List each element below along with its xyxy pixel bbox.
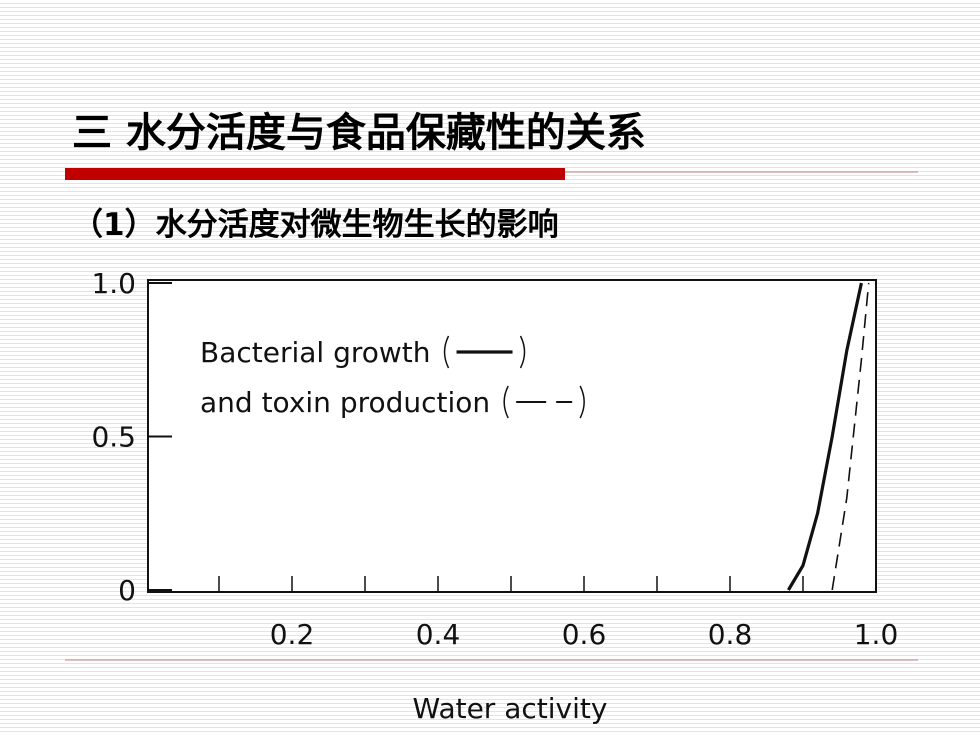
slide-subtitle: （1）水分活度对微生物生长的影响 <box>72 207 559 243</box>
slide-title: 三 水分活度与食品保藏性的关系 <box>72 110 646 156</box>
y-tick-label: 0 <box>118 574 136 607</box>
legend-paren <box>519 335 526 369</box>
x-tick-label: 0.2 <box>270 618 315 651</box>
plot-frame <box>147 279 877 593</box>
legend-paren <box>579 385 585 419</box>
legend-label: and toxin production <box>200 386 490 419</box>
x-tick-label: 1.0 <box>854 618 899 651</box>
x-tick-label: 0.8 <box>708 618 753 651</box>
y-tick-label: 0.5 <box>91 421 136 454</box>
y-tick-label: 1.0 <box>91 267 136 300</box>
series-line <box>831 282 870 591</box>
legend-paren <box>443 335 450 369</box>
x-axis-label: Water activity <box>413 692 608 725</box>
x-tick-label: 0.4 <box>416 618 461 651</box>
series-line <box>787 282 863 591</box>
title-bar <box>65 168 565 180</box>
legend-label: Bacterial growth <box>200 336 431 369</box>
x-tick-label: 0.6 <box>562 618 607 651</box>
legend-paren <box>503 385 509 419</box>
